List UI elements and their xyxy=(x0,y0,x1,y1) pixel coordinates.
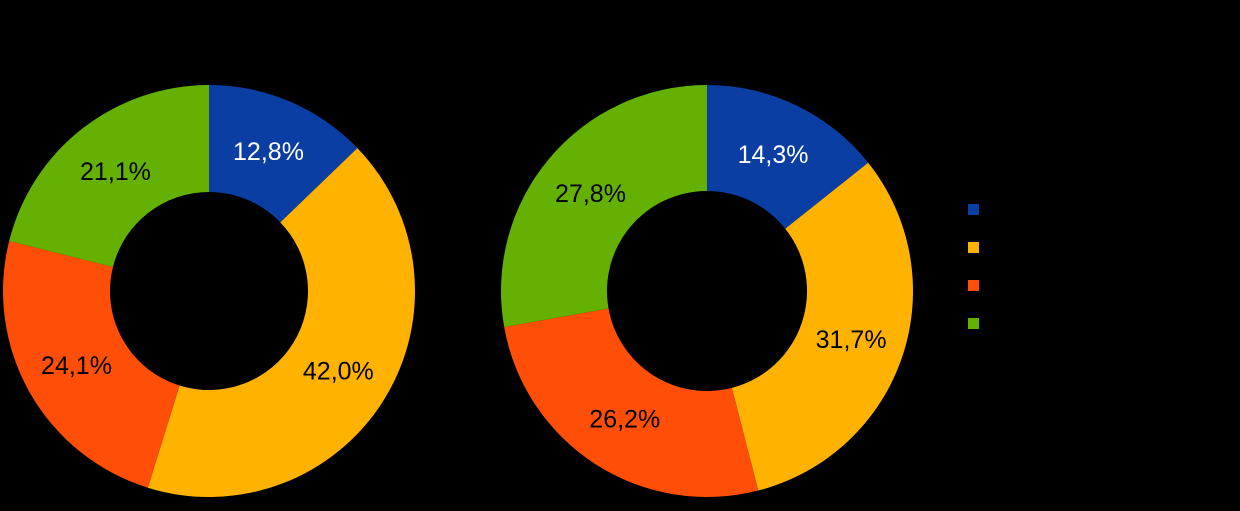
legend xyxy=(968,204,979,329)
legend-swatch-1 xyxy=(968,242,979,253)
slice-label-right-2: 26,2% xyxy=(589,406,660,434)
pie-slice-right-3 xyxy=(501,85,707,328)
slice-label-left-3: 21,1% xyxy=(80,158,151,186)
legend-swatch-3 xyxy=(968,318,979,329)
slice-label-right-3: 27,8% xyxy=(555,180,626,208)
legend-swatch-0 xyxy=(968,204,979,215)
pie-slice-right-1 xyxy=(731,162,913,491)
slice-label-left-0: 12,8% xyxy=(233,138,304,166)
pie-slice-left-3 xyxy=(9,84,210,267)
pie-slice-left-1 xyxy=(147,148,416,497)
slice-label-left-1: 42,0% xyxy=(303,358,374,386)
pie-slice-right-0 xyxy=(707,85,869,229)
donut-chart-right: 14,3% 31,7% 26,2% 27,8% xyxy=(501,85,913,497)
slice-label-right-0: 14,3% xyxy=(738,141,809,169)
donut-chart-left: 12,8% 42,0% 24,1% 21,1% xyxy=(2,84,416,497)
pie-slice-left-2 xyxy=(2,241,180,488)
pie-slice-right-2 xyxy=(504,308,759,497)
pie-slice-left-0 xyxy=(209,85,358,223)
slice-label-left-2: 24,1% xyxy=(41,352,112,380)
legend-swatch-2 xyxy=(968,280,979,291)
slice-label-right-1: 31,7% xyxy=(816,326,887,354)
